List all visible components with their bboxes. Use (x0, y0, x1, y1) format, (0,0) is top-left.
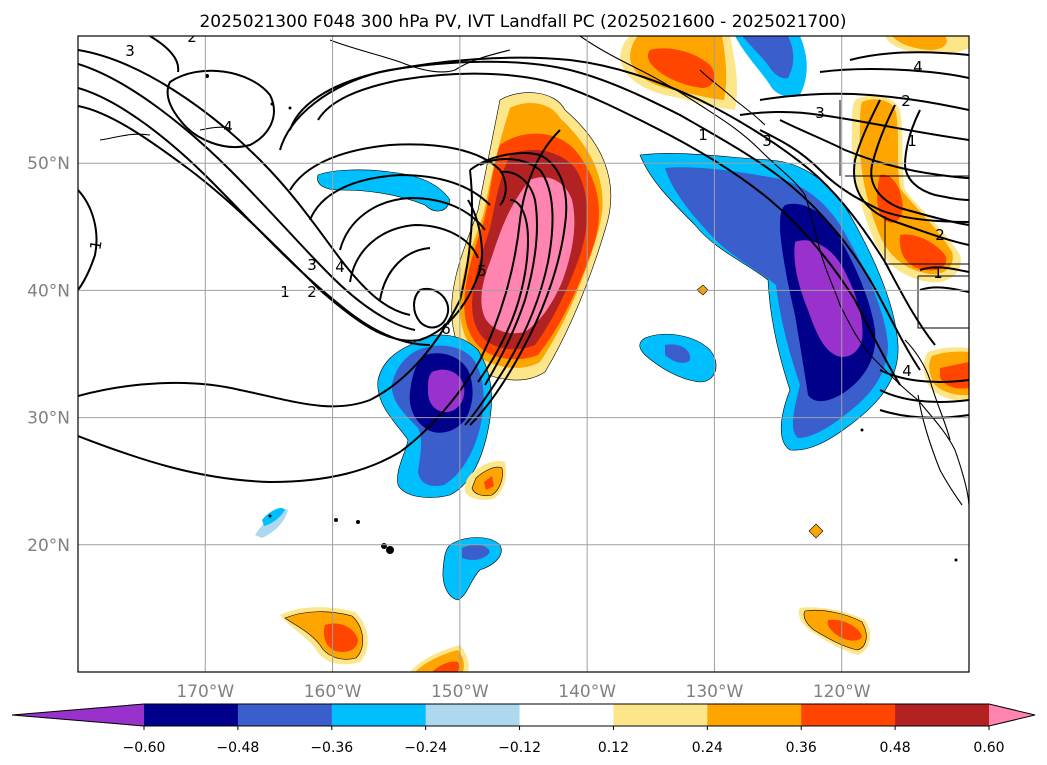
colorbar-tick-label: −0.60 (123, 740, 166, 756)
pv-contours (78, 36, 969, 484)
lon-tick-label: 140°W (558, 682, 616, 702)
colorbar-segment (425, 704, 521, 726)
contour-label: 1 (698, 126, 708, 144)
map-title: 2025021300 F048 300 hPa PV, IVT Landfall… (199, 12, 846, 32)
colorbar: −0.60 −0.48 −0.36 −0.24 −0.12 0.12 0.24 0.36 0.4… (11, 703, 1036, 756)
gridlines (78, 36, 969, 672)
contour-label: 1 (907, 132, 917, 150)
lon-tick-label: 170°W (176, 682, 234, 702)
colorbar-tick-label: 0.60 (973, 740, 1004, 756)
colorbar-tick-label: −0.48 (216, 740, 259, 756)
colorbar-segment (144, 704, 239, 726)
contour-label: 2 (307, 283, 317, 301)
positive-anomaly-small (808, 523, 824, 539)
contour-label: 1 (86, 239, 105, 252)
colorbar-segment (707, 704, 802, 726)
colorbar-extend-min (12, 704, 144, 726)
contour-label: 6 (441, 320, 451, 338)
colorbar-tick-label: 0.24 (692, 740, 723, 756)
map-panel: 3 2 4 1 3 4 1 2 5 6 3 4 1 2 1 3 4 1 2 (27, 28, 970, 702)
negative-anomaly-central (428, 369, 465, 413)
positive-anomaly-small (827, 619, 862, 641)
colorbar-extend-max (989, 704, 1035, 726)
negative-anomaly-gulf (742, 36, 794, 79)
colorbar-tick-label: −0.36 (310, 740, 353, 756)
contour-label: 2 (187, 28, 197, 46)
lat-tick-label: 20°N (27, 536, 70, 556)
positive-anomaly-inland (859, 99, 953, 275)
colorbar-segment (613, 704, 708, 726)
contour-labels: 3 2 4 1 3 4 1 2 5 6 3 4 1 2 1 3 4 1 2 (86, 28, 945, 380)
lon-tick-label: 150°W (431, 682, 489, 702)
positive-anomaly-small (484, 476, 494, 490)
colorbar-segment (895, 704, 990, 726)
lat-tick-label: 50°N (27, 154, 70, 174)
contour-label: 4 (913, 58, 923, 76)
lon-tick-label: 160°W (304, 682, 362, 702)
map-frame (77, 35, 970, 673)
contour-label: 3 (762, 132, 772, 150)
contour-label: 2 (935, 226, 945, 244)
negative-anomaly-east (794, 240, 863, 357)
colorbar-tick-label: −0.12 (498, 740, 541, 756)
negative-anomaly-small (262, 508, 285, 526)
positive-anomaly-alaska (647, 48, 715, 88)
colorbar-segment (237, 704, 333, 726)
contour-label: 3 (307, 256, 317, 274)
latitude-tick-labels: 20°N 30°N 40°N 50°N (27, 154, 70, 556)
colorbar-segment (519, 704, 614, 726)
lon-tick-label: 130°W (686, 682, 744, 702)
positive-anomaly-inland (899, 234, 947, 271)
contour-label: 1 (933, 264, 943, 282)
colorbar-segment (331, 704, 427, 726)
colorbar-tick-label: 0.48 (880, 740, 911, 756)
positive-anomaly-small (432, 661, 460, 672)
negative-anomaly-small (665, 344, 691, 363)
contour-label: 5 (477, 262, 487, 280)
lat-tick-label: 30°N (27, 409, 70, 429)
contour-label: 2 (901, 92, 911, 110)
contour-label: 3 (125, 42, 135, 60)
contour-label: 3 (815, 104, 825, 122)
colorbar-segment (801, 704, 896, 726)
positive-anomaly-topright (892, 36, 947, 50)
contour-label: 4 (335, 258, 345, 276)
colorbar-tick-label: 0.36 (786, 740, 817, 756)
lon-tick-label: 120°W (813, 682, 871, 702)
colorbar-tick-label: −0.24 (404, 740, 447, 756)
negative-anomaly-small (462, 544, 490, 560)
longitude-tick-labels: 170°W 160°W 150°W 140°W 130°W 120°W (176, 682, 870, 702)
contour-label: 1 (280, 283, 290, 301)
colorbar-tick-label: 0.12 (598, 740, 629, 756)
lat-tick-label: 40°N (27, 281, 70, 301)
contour-label: 4 (902, 362, 912, 380)
contour-label: 4 (223, 118, 233, 136)
